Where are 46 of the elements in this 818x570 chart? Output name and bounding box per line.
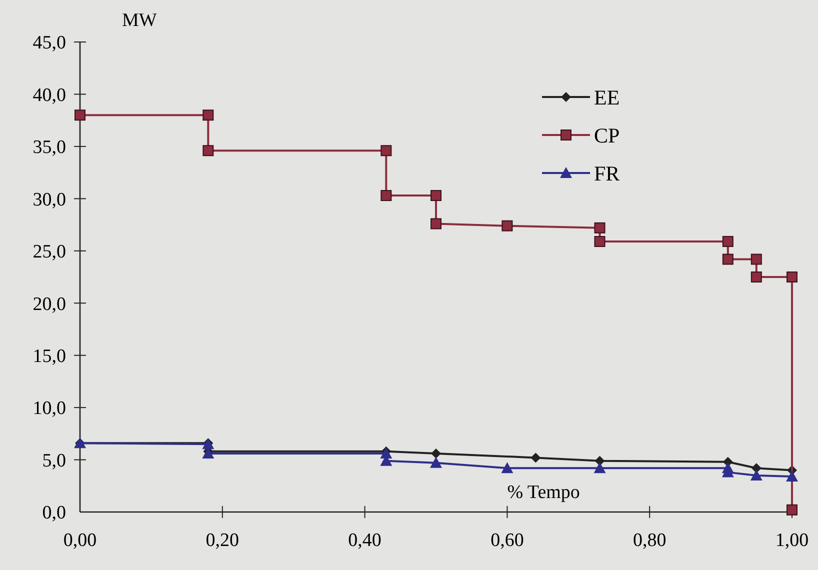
x-axis-title: % Tempo (507, 482, 580, 503)
y-tick-label: 5,0 (42, 450, 66, 472)
point (594, 236, 606, 247)
point (502, 220, 513, 232)
x-tick-label: 0,80 (632, 530, 666, 551)
point (430, 218, 442, 230)
x-tick-label: 0,20 (206, 530, 240, 551)
point (750, 469, 762, 480)
x-tick-label: 0,60 (490, 530, 524, 551)
y-tick-label: 45,0 (32, 32, 66, 54)
point (786, 272, 798, 282)
y-tick-label: 40,0 (32, 84, 66, 106)
point (202, 110, 214, 121)
x-tick-label: 0,40 (348, 530, 382, 551)
point (431, 448, 441, 459)
point (722, 236, 734, 247)
y-tick-label: 25,0 (32, 242, 66, 263)
y-tick-label: 30,0 (32, 189, 66, 210)
legend-label: FR (594, 161, 620, 186)
point (786, 504, 798, 516)
legend-label: CP (594, 123, 620, 148)
point (786, 470, 798, 482)
point (751, 463, 762, 474)
y-tick-label: 20,0 (32, 294, 66, 315)
point (380, 145, 392, 156)
x-tick-label: 0,00 (63, 530, 97, 551)
y-tick-label: 10,0 (32, 398, 66, 420)
point (430, 190, 442, 202)
x-tick-label: 1,00 (775, 530, 809, 551)
point (380, 190, 392, 202)
point (430, 456, 442, 468)
y-tick-label: 35,0 (32, 137, 66, 158)
y-tick-label: 15,0 (32, 346, 66, 367)
point (202, 145, 214, 156)
point (594, 462, 606, 474)
point (750, 254, 762, 265)
point (750, 272, 762, 282)
legend-label: EE (594, 85, 620, 110)
point (530, 452, 541, 463)
point (202, 448, 214, 459)
y-tick-label: 0,0 (42, 502, 66, 524)
point (594, 222, 606, 234)
point (74, 110, 86, 121)
y-axis-title: MW (122, 10, 157, 31)
point (501, 462, 514, 474)
point (722, 254, 734, 265)
